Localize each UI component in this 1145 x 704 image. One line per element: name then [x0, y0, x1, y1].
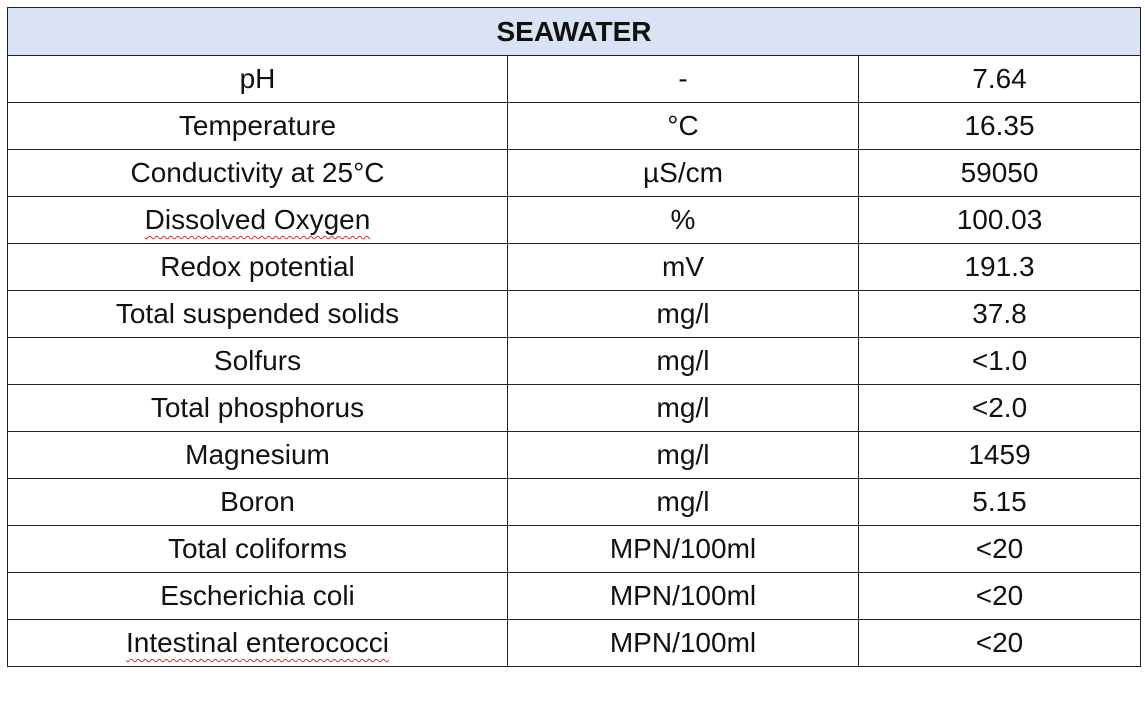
seawater-table: SEAWATER pH - 7.64 Temperature °C 16.35 Conduc…: [6, 7, 1142, 667]
unit-cell-text: mV: [662, 251, 704, 282]
parameter-cell-text: Boron: [220, 486, 295, 517]
table-row: pH - 7.64: [7, 55, 1142, 103]
parameter-cell: Solfurs: [7, 337, 508, 385]
value-cell-text: 59050: [960, 157, 1039, 188]
value-cell: <20: [857, 525, 1142, 573]
parameter-cell: Total phosphorus: [7, 384, 508, 432]
value-cell-text: 1459: [968, 439, 1031, 470]
table-row: Total suspended solids mg/l 37.8: [7, 290, 1142, 338]
parameter-cell-text: Redox potential: [160, 251, 355, 282]
value-cell-text: <20: [975, 580, 1024, 611]
value-cell: 16.35: [857, 102, 1142, 150]
parameter-cell: Redox potential: [7, 243, 508, 291]
unit-cell: MPN/100ml: [507, 619, 859, 667]
unit-cell-text: MPN/100ml: [609, 580, 757, 611]
parameter-cell: Total suspended solids: [7, 290, 508, 338]
value-cell-text: <1.0: [971, 345, 1028, 376]
unit-cell-text: MPN/100ml: [609, 627, 757, 658]
parameter-cell-text: Total phosphorus: [150, 392, 365, 423]
parameter-cell-text: Conductivity at 25°C: [130, 157, 385, 188]
table-row: Magnesium mg/l 1459: [7, 431, 1142, 479]
parameter-cell-text: pH: [239, 63, 276, 94]
value-cell: 59050: [857, 149, 1142, 197]
parameter-cell-text: Total suspended solids: [115, 298, 400, 329]
unit-cell-text: mg/l: [656, 392, 710, 423]
parameter-cell: Escherichia coli: [7, 572, 508, 620]
value-cell: 7.64: [857, 55, 1142, 103]
parameter-cell: Total coliforms: [7, 525, 508, 573]
value-cell: 191.3: [857, 243, 1142, 291]
table-row: Temperature °C 16.35: [7, 102, 1142, 150]
value-cell-text: 5.15: [972, 486, 1027, 517]
table-title: SEAWATER: [6, 7, 1142, 56]
table-row: Redox potential mV 191.3: [7, 243, 1142, 291]
parameter-cell: Temperature: [7, 102, 508, 150]
table-row: Solfurs mg/l <1.0: [7, 337, 1142, 385]
parameter-cell: Intestinal enterococci: [7, 619, 508, 667]
unit-cell: mV: [507, 243, 859, 291]
unit-cell-text: mg/l: [656, 486, 710, 517]
value-cell-text: <20: [975, 533, 1024, 564]
parameter-cell-text: Intestinal enterococci: [125, 627, 390, 658]
unit-cell: %: [507, 196, 859, 244]
value-cell-text: 100.03: [956, 204, 1043, 235]
table-row: Escherichia coli MPN/100ml <20: [7, 572, 1142, 620]
table-row: Intestinal enterococci MPN/100ml <20: [7, 619, 1142, 667]
parameter-cell: Dissolved Oxygen: [7, 196, 508, 244]
unit-cell-text: %: [670, 204, 696, 235]
table-row: Dissolved Oxygen% 100.03: [7, 196, 1142, 244]
unit-cell-text: MPN/100ml: [609, 533, 757, 564]
parameter-cell: pH: [7, 55, 508, 103]
parameter-cell: Magnesium: [7, 431, 508, 479]
table-row: Total phosphorus mg/l <2.0: [7, 384, 1142, 432]
value-cell: <1.0: [857, 337, 1142, 385]
unit-cell: MPN/100ml: [507, 572, 859, 620]
parameter-cell-text: Magnesium: [185, 439, 330, 470]
value-cell: 5.15: [857, 478, 1142, 526]
value-cell: 1459: [857, 431, 1142, 479]
unit-cell-text: °C: [667, 110, 699, 141]
unit-cell: µS/cm: [507, 149, 859, 197]
unit-cell: mg/l: [507, 384, 859, 432]
table-row: Total coliforms MPN/100ml <20: [7, 525, 1142, 573]
table-body: SEAWATER pH - 7.64 Temperature °C 16.35 Conduc…: [6, 7, 1142, 667]
value-cell: <20: [857, 572, 1142, 620]
value-cell-text: 191.3: [964, 251, 1035, 282]
value-cell: <2.0: [857, 384, 1142, 432]
unit-cell-text: mg/l: [656, 439, 710, 470]
table-row: Conductivity at 25°C µS/cm 59050: [7, 149, 1142, 197]
value-cell-text: <2.0: [971, 392, 1028, 423]
unit-cell: mg/l: [507, 478, 859, 526]
value-cell-text: 16.35: [964, 110, 1035, 141]
unit-cell: mg/l: [507, 431, 859, 479]
parameter-cell-text: Escherichia coli: [160, 580, 355, 611]
unit-cell-text: µS/cm: [643, 157, 723, 188]
value-cell: <20: [857, 619, 1142, 667]
parameter-cell: Conductivity at 25°C: [7, 149, 508, 197]
value-cell-text: 7.64: [972, 63, 1027, 94]
parameter-cell-text: Solfurs: [213, 345, 302, 376]
unit-cell: mg/l: [507, 290, 859, 338]
value-cell: 37.8: [857, 290, 1142, 338]
unit-cell: mg/l: [507, 337, 859, 385]
value-cell: 100.03: [857, 196, 1142, 244]
parameter-cell-text: Total coliforms: [168, 533, 347, 564]
unit-cell: MPN/100ml: [507, 525, 859, 573]
value-cell-text: <20: [975, 627, 1024, 658]
parameter-cell-text: Temperature: [178, 110, 337, 141]
unit-cell-text: mg/l: [656, 345, 710, 376]
value-cell-text: 37.8: [972, 298, 1027, 329]
unit-cell-text: mg/l: [656, 298, 710, 329]
table-row: Boron mg/l 5.15: [7, 478, 1142, 526]
unit-cell: -: [507, 55, 859, 103]
unit-cell-text: -: [678, 63, 688, 94]
unit-cell: °C: [507, 102, 859, 150]
parameter-cell-text: Dissolved Oxygen: [144, 204, 371, 235]
parameter-cell: Boron: [7, 478, 508, 526]
table-header-row: SEAWATER: [6, 7, 1142, 56]
